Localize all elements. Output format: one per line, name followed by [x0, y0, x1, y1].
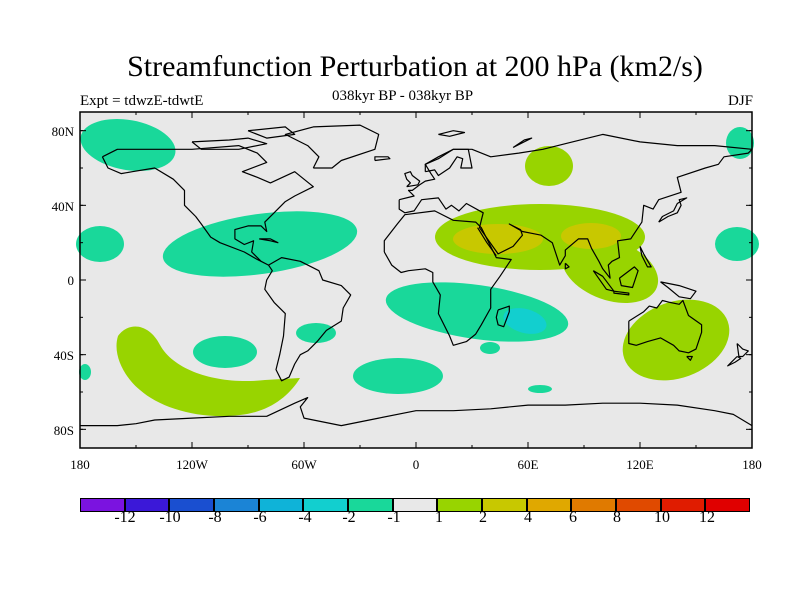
- experiment-label: Expt = tdwzE-tdwtE: [80, 93, 204, 109]
- colorbar-label: 6: [569, 509, 577, 526]
- contour-region: [453, 224, 543, 254]
- colorbar-swatch: [124, 498, 170, 512]
- contour-region: [528, 385, 552, 393]
- lat-label: 40N: [51, 199, 74, 214]
- coastline: [618, 266, 639, 289]
- colorbar-label: 4: [524, 509, 532, 526]
- coastline: [727, 355, 742, 367]
- contour-region: [79, 364, 91, 380]
- coastline: [383, 210, 512, 346]
- colorbar-swatch: [258, 498, 304, 512]
- colorbar-label: 1: [435, 509, 443, 526]
- coastline: [686, 355, 693, 361]
- contour-region: [76, 226, 124, 262]
- lat-label: 40S: [53, 348, 74, 363]
- colorbar-swatch: [660, 498, 706, 512]
- colorbar-label: -6: [253, 509, 267, 526]
- lon-label: 120W: [176, 457, 208, 472]
- colorbar-swatch: [571, 498, 616, 512]
- colorbar-swatch: [214, 498, 259, 512]
- contour-region: [353, 358, 443, 394]
- colorbar-swatch: [616, 498, 661, 512]
- colorbar-label: -1: [387, 509, 401, 526]
- colorbar-label: -8: [208, 509, 222, 526]
- coastline: [247, 126, 296, 139]
- coastline: [512, 137, 533, 149]
- coastline: [398, 133, 753, 279]
- colorbar-swatch: [80, 498, 125, 512]
- colorbar-label: 12: [699, 509, 715, 526]
- lon-label: 180: [70, 457, 90, 472]
- lon-label: 60E: [517, 457, 539, 472]
- contour-region: [296, 323, 336, 343]
- contour-region: [525, 146, 573, 186]
- coastline: [438, 130, 466, 137]
- colorbar-swatch: [482, 498, 527, 512]
- contour-region: [715, 227, 759, 261]
- season-label: DJF: [727, 93, 753, 109]
- contour-region: [726, 127, 754, 159]
- colorbar-swatch: [392, 498, 438, 512]
- contour-region: [622, 299, 730, 381]
- contour-region: [193, 336, 257, 368]
- coastlines: [80, 124, 753, 427]
- contour-region: [116, 326, 301, 417]
- colorbar-label: -2: [342, 509, 356, 526]
- coastline: [259, 238, 279, 244]
- lat-label: 80S: [53, 423, 74, 438]
- colorbar-swatch: [705, 498, 750, 512]
- contour-region: [162, 211, 358, 277]
- colorbar-label: -12: [114, 509, 136, 526]
- contour-region: [503, 308, 547, 334]
- coastline: [639, 246, 652, 268]
- coastline: [660, 281, 697, 300]
- coastline: [284, 124, 380, 169]
- coastline: [101, 145, 314, 266]
- coastline: [424, 148, 473, 177]
- coastline: [264, 257, 352, 382]
- period-label: 038kyr BP - 038kyr BP: [332, 88, 474, 104]
- axis-ticks: [79, 112, 753, 448]
- colorbar-label: 8: [613, 509, 621, 526]
- map-title: Streamfunction Perturbation at 200 hPa (…: [127, 50, 703, 83]
- colorbar-label: -10: [159, 509, 181, 526]
- coastline: [191, 137, 268, 150]
- colorbar-swatch: [526, 498, 572, 512]
- lon-label: 120E: [626, 457, 654, 472]
- lat-label: 0: [67, 273, 75, 288]
- contour-region: [561, 223, 621, 249]
- coastline: [495, 305, 510, 328]
- colorbar-swatch: [437, 498, 482, 512]
- colorbar-swatch: [303, 498, 348, 512]
- coastline: [658, 197, 688, 223]
- colorbar-label: 2: [479, 509, 487, 526]
- coastline: [477, 227, 497, 257]
- coastline: [564, 262, 570, 270]
- lon-label: 180: [742, 457, 762, 472]
- colorbar-swatch: [348, 498, 393, 512]
- colorbar-label: -4: [298, 509, 312, 526]
- contour-region: [561, 237, 659, 303]
- lon-label: 0: [412, 457, 420, 472]
- coastline: [374, 156, 391, 162]
- coastline: [736, 343, 749, 358]
- coastline: [80, 397, 753, 427]
- lon-label: 60W: [291, 457, 317, 472]
- contour-region: [480, 342, 500, 354]
- coastline: [404, 171, 421, 188]
- colorbar-swatch: [169, 498, 214, 512]
- coastline: [628, 299, 703, 354]
- lat-label: 80N: [51, 124, 74, 139]
- contour-region: [80, 119, 176, 171]
- coastline: [613, 290, 630, 296]
- colorbar-label: 10: [654, 509, 670, 526]
- shaded-field: [76, 112, 759, 448]
